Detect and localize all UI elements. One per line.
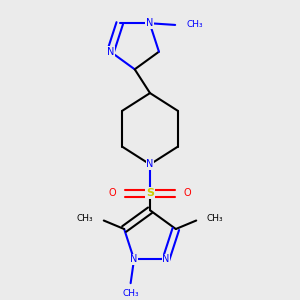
Text: O: O xyxy=(184,188,191,198)
Text: N: N xyxy=(107,47,114,57)
Text: N: N xyxy=(162,254,170,264)
Text: N: N xyxy=(146,18,153,28)
Text: CH₃: CH₃ xyxy=(186,20,203,29)
Text: CH₃: CH₃ xyxy=(206,214,223,223)
Text: CH₃: CH₃ xyxy=(77,214,94,223)
Text: O: O xyxy=(109,188,116,198)
Text: CH₃: CH₃ xyxy=(122,289,139,298)
Text: S: S xyxy=(146,188,154,198)
Text: N: N xyxy=(130,254,138,264)
Text: N: N xyxy=(146,159,154,170)
